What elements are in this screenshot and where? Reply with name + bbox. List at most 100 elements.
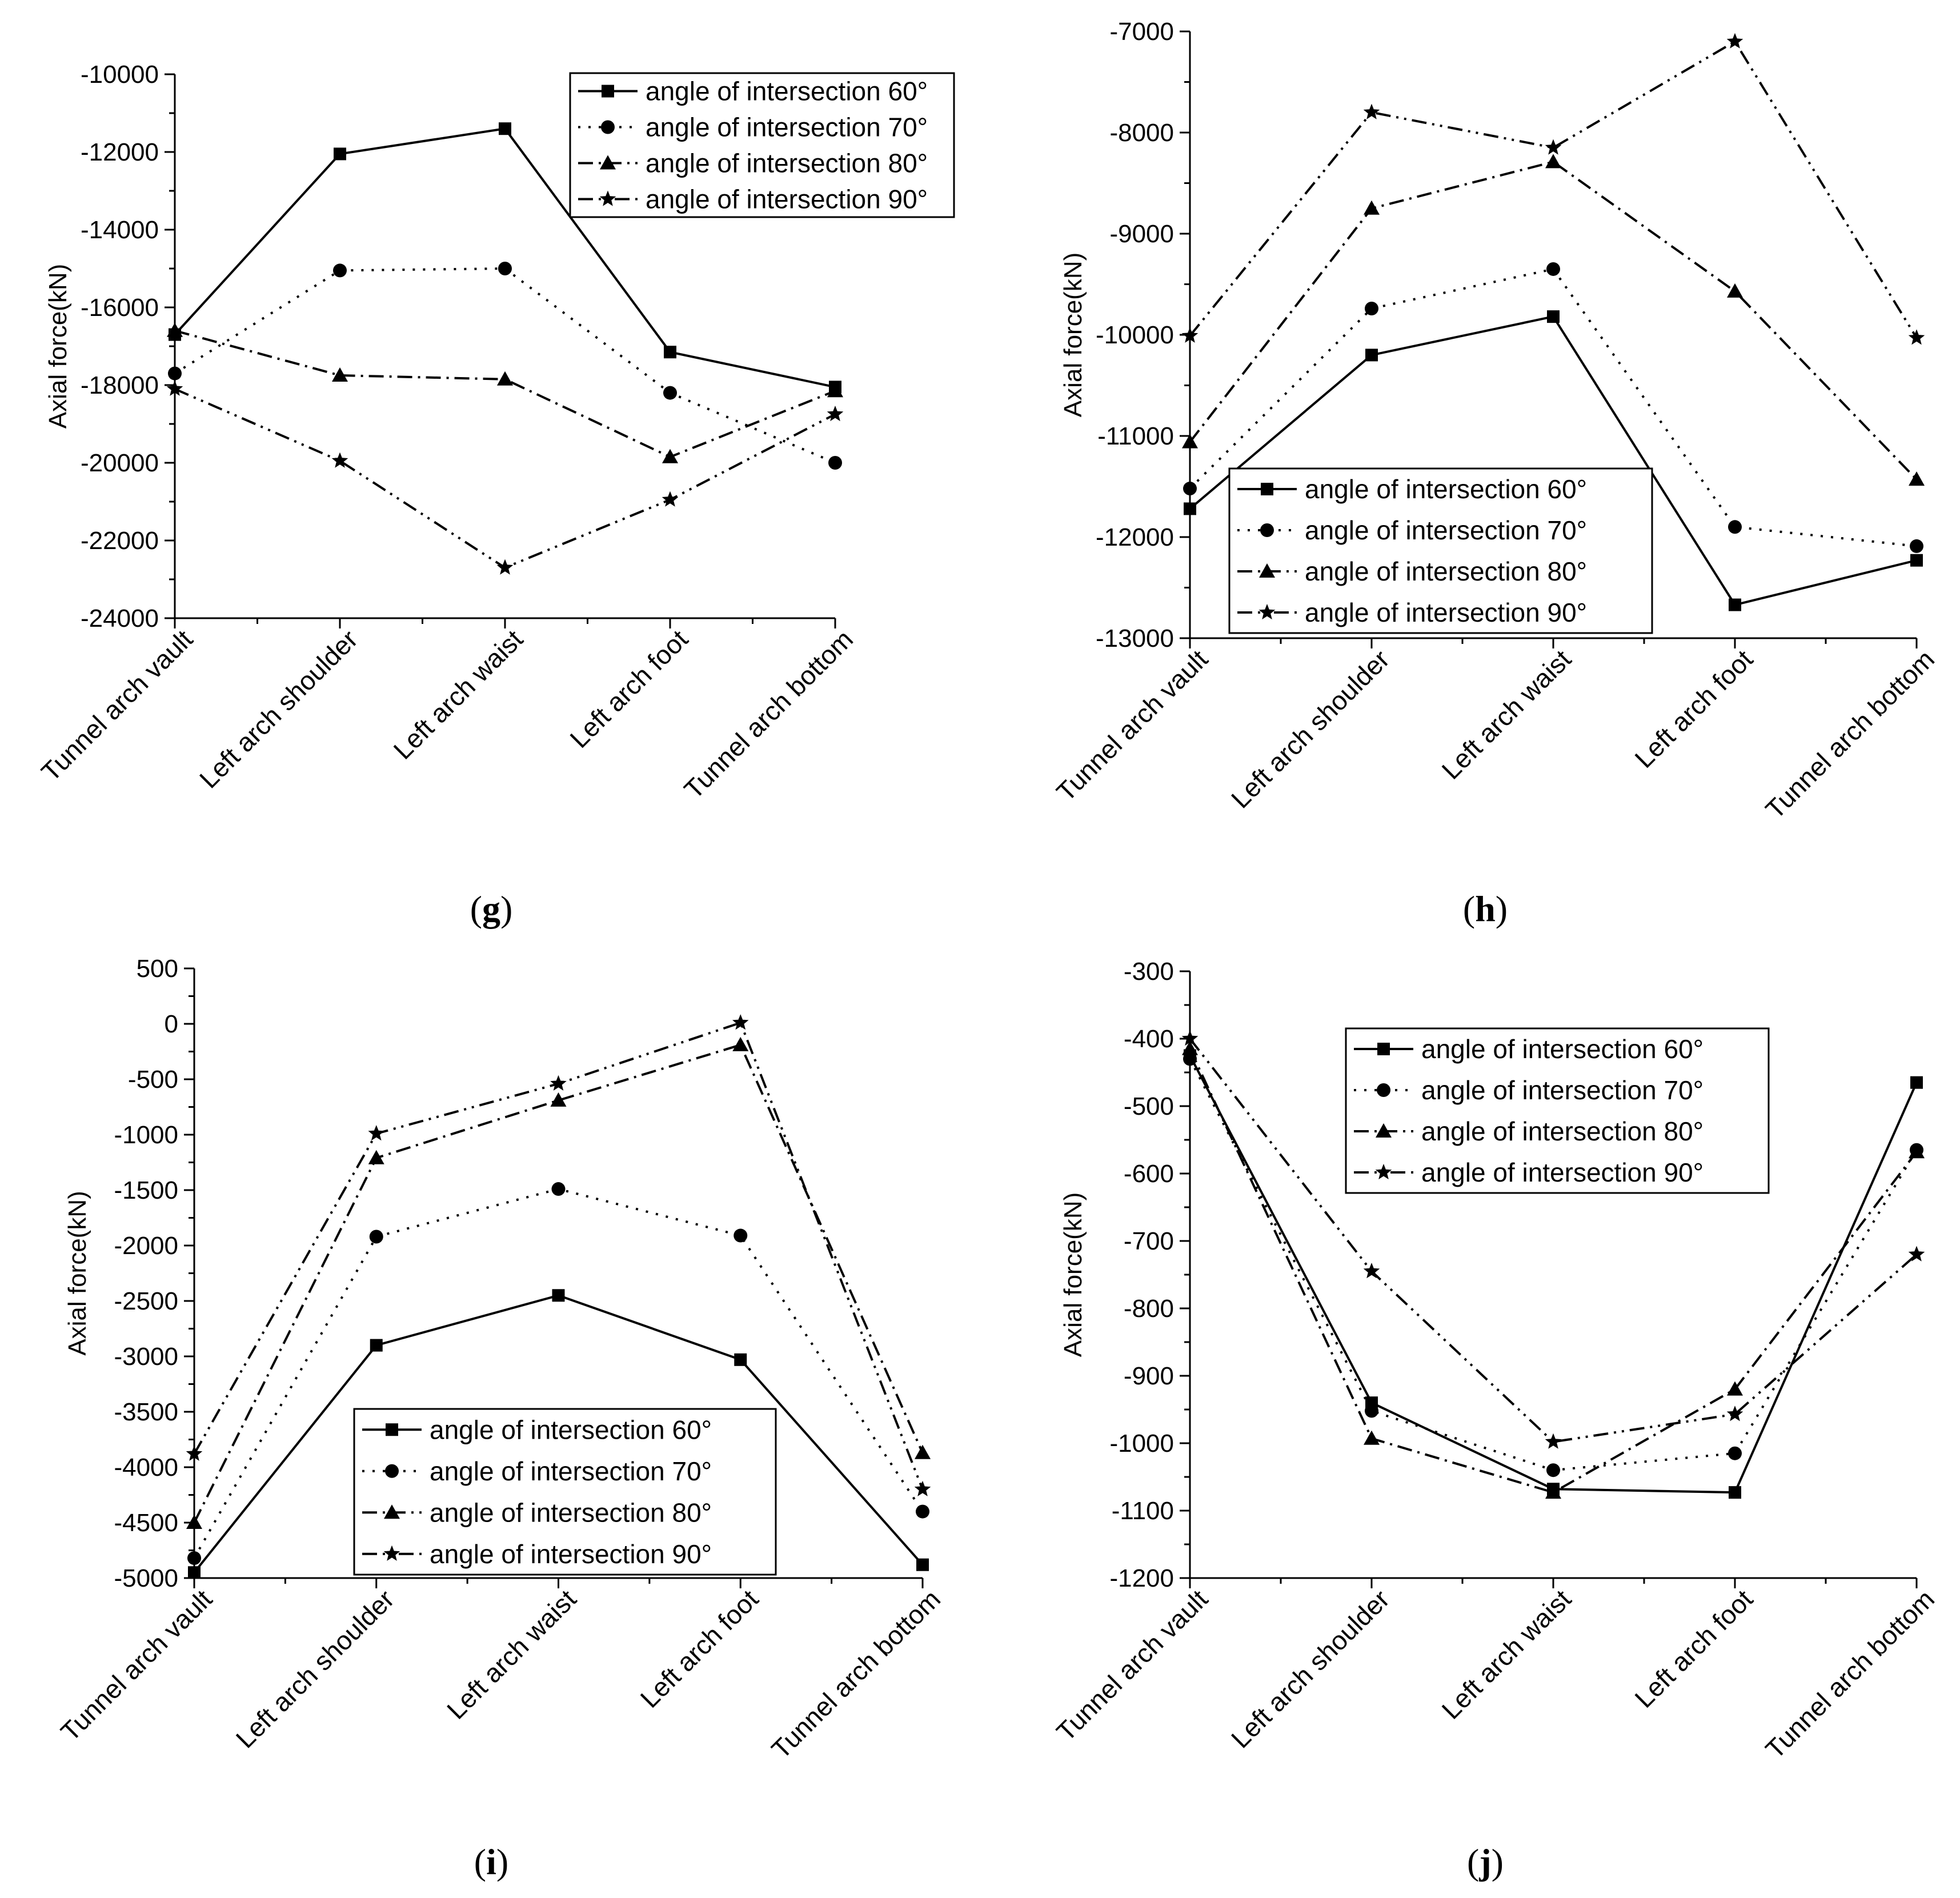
series-1 [188,1289,929,1579]
y-tick-label: 0 [165,1010,178,1038]
y-tick-label: -500 [128,1066,178,1094]
y-tick-label: -2000 [114,1232,178,1260]
y-tick-label: -1000 [114,1121,178,1149]
data-point [1545,154,1561,169]
y-tick-label: -400 [1124,1025,1174,1053]
y-tick-label: -5000 [114,1564,178,1592]
data-point [915,1444,931,1459]
data-point [551,1182,566,1196]
y-tick-label: -4500 [114,1509,178,1537]
series-line [174,387,836,569]
legend-swatch-marker [600,155,616,170]
data-point [1183,482,1197,496]
x-tick-label: Left arch shoulder [194,624,363,794]
legend-entry: angle of intersection 80° [430,1497,712,1527]
data-point [1729,1486,1741,1499]
data-point [1182,1040,1198,1055]
data-point [828,456,842,470]
data-point [370,1339,383,1352]
panel-letter: i [486,1841,496,1882]
legend-swatch-marker [1258,604,1276,620]
y-tick-label: -3500 [114,1398,178,1426]
series-line [193,1043,924,1523]
series-line [1189,39,1918,339]
data-point [1365,349,1378,362]
legend-swatch-marker [1259,563,1275,578]
data-point [663,386,677,400]
data-point [369,1230,383,1244]
data-point [827,406,844,422]
data-point [1365,301,1378,315]
chart-j: -1200 -1100 -1000 -900 -800 -700 -600 -500 -400 -… [1051,958,1940,1882]
panel-letter: h [1475,888,1496,929]
data-point [1727,283,1743,298]
x-tick-label: Left arch foot [1629,644,1758,774]
data-point [499,122,511,135]
legend-entry: angle of intersection 80° [1305,556,1587,586]
legend-entry: angle of intersection 60° [646,77,928,106]
x-tick-label: Tunnel arch vault [1051,1584,1213,1747]
y-tick-label: -1500 [114,1176,178,1204]
y-axis-label: Axial force(kN) [44,264,72,429]
legend-entry: angle of intersection 60° [1305,474,1587,504]
legend-swatch-marker [1261,483,1273,495]
data-point [368,1150,384,1164]
data-point [1726,1406,1743,1422]
x-tick-label: Tunnel arch vault [1051,644,1213,807]
data-point [187,1551,201,1565]
data-point [827,383,843,398]
data-point [166,380,183,396]
legend-entry: angle of intersection 90° [430,1539,712,1569]
legend-box [1345,1027,1770,1194]
y-tick-label: -900 [1124,1362,1174,1390]
x-tick-label: Left arch waist [1436,1584,1577,1725]
data-point [1910,1076,1923,1089]
series-4 [166,380,844,575]
series-3 [186,1036,931,1529]
panel-label: (h) [1463,888,1508,929]
series-line [174,329,836,458]
series-4 [1181,1030,1925,1449]
data-point [1184,502,1196,515]
data-point [734,1228,748,1243]
data-point [1365,1404,1378,1418]
series-1 [169,122,841,394]
data-point [664,346,676,359]
data-point [552,1289,565,1302]
y-tick-label: -12000 [81,138,159,166]
y-tick-label: -300 [1124,958,1174,986]
legend-swatch-marker [384,1504,400,1519]
data-point [186,1445,203,1461]
y-tick-label: -800 [1124,1295,1174,1323]
series-2 [1183,1052,1923,1477]
legend-swatch-marker [601,120,615,134]
data-point [1545,1433,1562,1449]
y-tick-label: -16000 [81,294,159,322]
legend-swatch-marker [386,1423,398,1436]
data-point [498,262,512,275]
legend-swatch-marker [383,1545,400,1561]
y-tick-label: -18000 [81,371,159,399]
data-point [496,559,514,575]
legend-entry: angle of intersection 70° [430,1456,712,1486]
x-tick-label: Tunnel arch vault [35,624,198,787]
x-tick-label: Left arch foot [564,624,694,754]
y-tick-label: -20000 [81,449,159,477]
legend-entry: angle of intersection 70° [1305,515,1587,545]
x-tick-label: Left arch foot [1629,1584,1758,1713]
y-tick-label: -1200 [1109,1564,1174,1592]
data-point [662,491,679,507]
chart-i: -5000-4500-4000-3500-3000-2500-2000-1500… [55,955,946,1882]
y-tick-label: -13000 [1096,624,1174,652]
data-point [732,1014,749,1030]
data-point [186,1515,202,1529]
legend-swatch-marker [599,190,616,206]
legend-swatch-marker [1377,1083,1390,1097]
data-point [1909,471,1925,486]
series-3 [167,322,843,463]
legend-entry: angle of intersection 90° [646,185,928,214]
data-point [550,1092,567,1107]
legend: angle of intersection 60° angle of inters… [569,72,955,218]
data-point [1363,1263,1380,1279]
